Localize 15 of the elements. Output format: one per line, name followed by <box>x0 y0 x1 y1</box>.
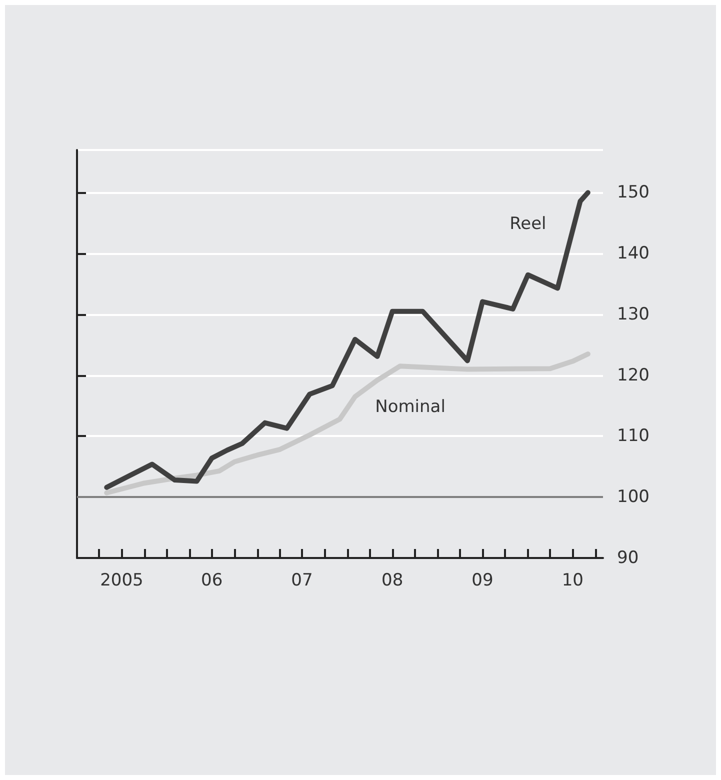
y-tick-label: 130 <box>617 304 650 324</box>
x-tick-label: 2005 <box>100 570 144 590</box>
x-tick-label: 07 <box>291 570 313 590</box>
x-tick-label: 06 <box>201 570 223 590</box>
y-tick-label: 100 <box>617 487 650 508</box>
y-tick-label: 90 <box>617 548 639 568</box>
y-tick-label: 140 <box>617 244 650 264</box>
y-tick-label: 150 <box>617 182 650 203</box>
series-label: Reel <box>510 214 546 234</box>
series-label: Nominal <box>375 397 446 418</box>
x-tick-label: 08 <box>382 570 404 590</box>
x-tick-label: 10 <box>562 570 584 590</box>
y-tick-label: 110 <box>617 426 650 446</box>
x-tick-label: 09 <box>472 570 494 590</box>
y-tick-label: 120 <box>617 365 650 386</box>
